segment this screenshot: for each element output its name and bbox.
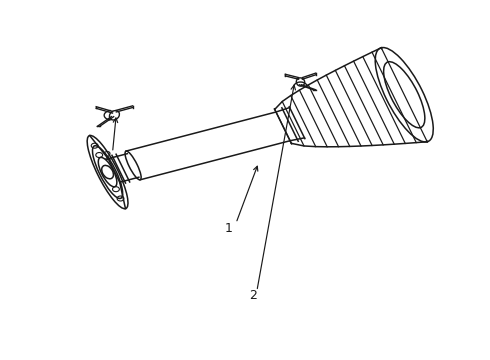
Text: 2: 2 [103,150,111,163]
Text: 1: 1 [224,222,232,235]
Text: 2: 2 [249,289,257,302]
